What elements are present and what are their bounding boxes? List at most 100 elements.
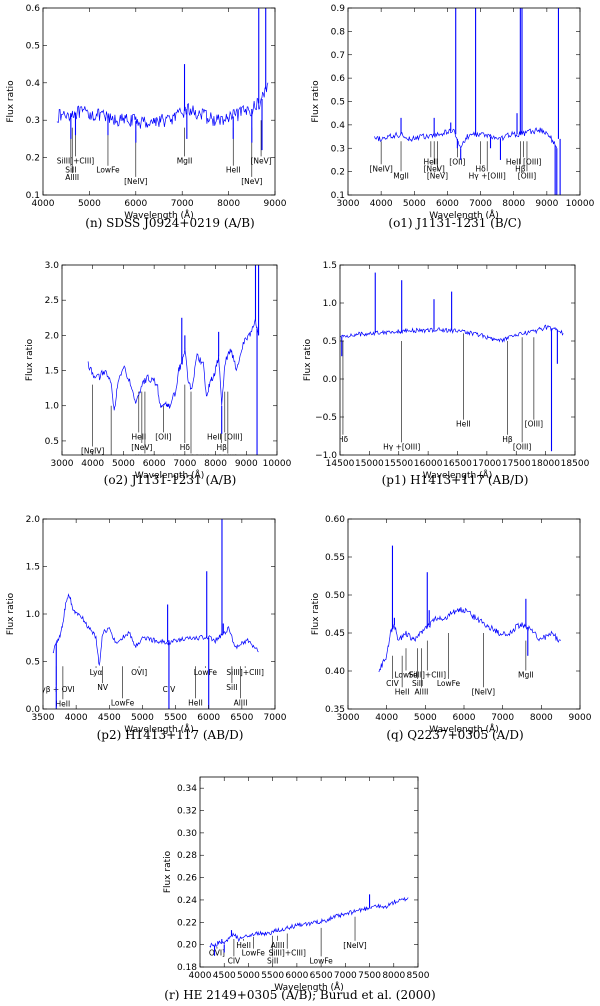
plot-area: Lyβ + OVIHeIILyαNVLowFeOVI]CIVLowFeHeIIS… (43, 519, 264, 709)
x-tick-label: 18000 (531, 459, 560, 469)
x-axis-label: Wavelength (Å) (423, 469, 492, 481)
x-tick-label: 3000 (337, 713, 360, 723)
line-label: HeII (188, 698, 203, 707)
line-label: [NeV] (131, 443, 152, 452)
x-tick-label: 5000 (78, 199, 101, 209)
x-tick-label: 7000 (264, 713, 287, 723)
series-line (209, 896, 409, 949)
x-axis-label: Wavelength (Å) (124, 209, 193, 221)
x-tick-label: 9000 (535, 199, 558, 209)
y-tick-label: 0.34 (177, 784, 197, 794)
line-label: AlIII (65, 173, 79, 182)
x-tick-label: 4000 (189, 971, 212, 981)
line-label: SiII (226, 683, 237, 692)
y-tick-label: 0.5 (26, 658, 40, 668)
line-label: LowFe (96, 166, 120, 175)
line-label: [NeIV] (369, 164, 392, 173)
y-tick-label: 0.24 (177, 896, 197, 906)
x-tick-label: 15500 (384, 459, 413, 469)
series-line (340, 324, 564, 343)
line-label: [NeV] (250, 156, 271, 165)
x-tick-label: 4500 (98, 713, 121, 723)
line-label: AlIII (271, 941, 285, 950)
x-tick-label: 9000 (264, 199, 287, 209)
y-tick-label: 0.3 (26, 116, 40, 126)
line-label: [NeV] (134, 454, 155, 463)
y-tick-label: 0.45 (325, 629, 345, 639)
line-label: SiIII]+CIII] (409, 671, 447, 680)
y-tick-label: 0.4 (26, 79, 41, 89)
x-tick-label: 8000 (502, 199, 525, 209)
x-tick-label: 6000 (124, 199, 147, 209)
y-tick-label: 0.6 (331, 74, 346, 84)
line-label: SiII (267, 956, 278, 965)
line-label: AlIII (234, 698, 248, 707)
y-tick-label: 1.5 (45, 367, 59, 377)
x-tick-label: 3000 (337, 199, 360, 209)
y-tick-label: 0.5 (45, 437, 59, 447)
x-tick-label: 17000 (473, 459, 502, 469)
x-tick-label: 5000 (112, 459, 135, 469)
x-tick-label: 7000 (334, 971, 357, 981)
y-tick-label: 2.0 (26, 515, 41, 525)
y-tick-label: −1.0 (315, 451, 337, 461)
line-label: LowFe (194, 668, 218, 677)
x-tick-label: 8500 (407, 971, 430, 981)
x-tick-label: 16000 (414, 459, 443, 469)
line-label: [NeV] (241, 177, 262, 186)
x-tick-label: 9000 (235, 459, 258, 469)
x-tick-label: 6500 (230, 713, 253, 723)
series-line (56, 82, 269, 129)
line-label: [OIII] (525, 420, 543, 429)
x-tick-label: 5500 (164, 713, 187, 723)
line-label: HeII (226, 166, 241, 175)
x-tick-label: 10000 (263, 459, 292, 469)
y-axis-label: Flux ratio (311, 592, 321, 635)
x-tick-label: 14500 (326, 459, 355, 469)
y-tick-label: 1.5 (26, 563, 40, 573)
x-tick-label: 15000 (355, 459, 384, 469)
line-label: LowFe (111, 698, 135, 707)
plot-area: CIVHeIILowFeSiIIAlIIISiIII]+CIII]LowFe[N… (378, 545, 561, 696)
y-tick-label: 0.60 (325, 515, 345, 525)
y-tick-label: 0.6 (26, 4, 41, 14)
y-tick-label: 0.0 (26, 705, 41, 715)
x-axis-label: Wavelength (Å) (429, 209, 498, 221)
y-tick-label: 0.22 (177, 918, 197, 928)
plot-frame (42, 518, 276, 710)
x-tick-label: 8000 (217, 199, 240, 209)
caption-o1: (o1) J1131-1231 (B/C) (388, 216, 522, 230)
x-tick-label: 4000 (32, 199, 55, 209)
line-label: [OIII] (219, 454, 237, 463)
x-axis-label: Wavelength (Å) (124, 723, 193, 735)
x-tick-label: 16500 (443, 459, 472, 469)
series-line (378, 607, 561, 673)
y-tick-label: 0.3 (331, 144, 345, 154)
line-label: HeII [OIII] (207, 432, 243, 441)
series-line (52, 593, 259, 667)
plot-area: OVI]CIVHeIILowFeSiIIAlIIISiIII]+CIII]Low… (209, 894, 409, 965)
panel-p2: Lyβ + OVIHeIILyαNVLowFeOVI]CIVLowFeHeIIS… (6, 515, 287, 735)
line-label: Hβ (502, 435, 513, 444)
line-label: HeII (56, 699, 71, 708)
y-tick-label: 0.5 (26, 41, 40, 51)
line-label: Hγ +[OIII] (469, 171, 506, 180)
y-tick-label: 0.26 (177, 874, 197, 884)
line-label: [OII] (155, 432, 171, 441)
x-tick-label: 6500 (310, 971, 333, 981)
y-axis-label: Flux ratio (163, 850, 173, 893)
x-axis-label: Wavelength (Å) (135, 469, 204, 481)
y-tick-label: 0.7 (331, 51, 345, 61)
x-tick-label: 7000 (469, 199, 492, 209)
panel-r: OVI]CIVHeIILowFeSiIIAlIIISiIII]+CIII]Low… (163, 776, 430, 993)
x-tick-label: 5500 (261, 971, 284, 981)
y-tick-label: 0.2 (331, 168, 345, 178)
line-label: [NeIV] (81, 446, 104, 455)
line-label: Lyα (90, 668, 103, 677)
